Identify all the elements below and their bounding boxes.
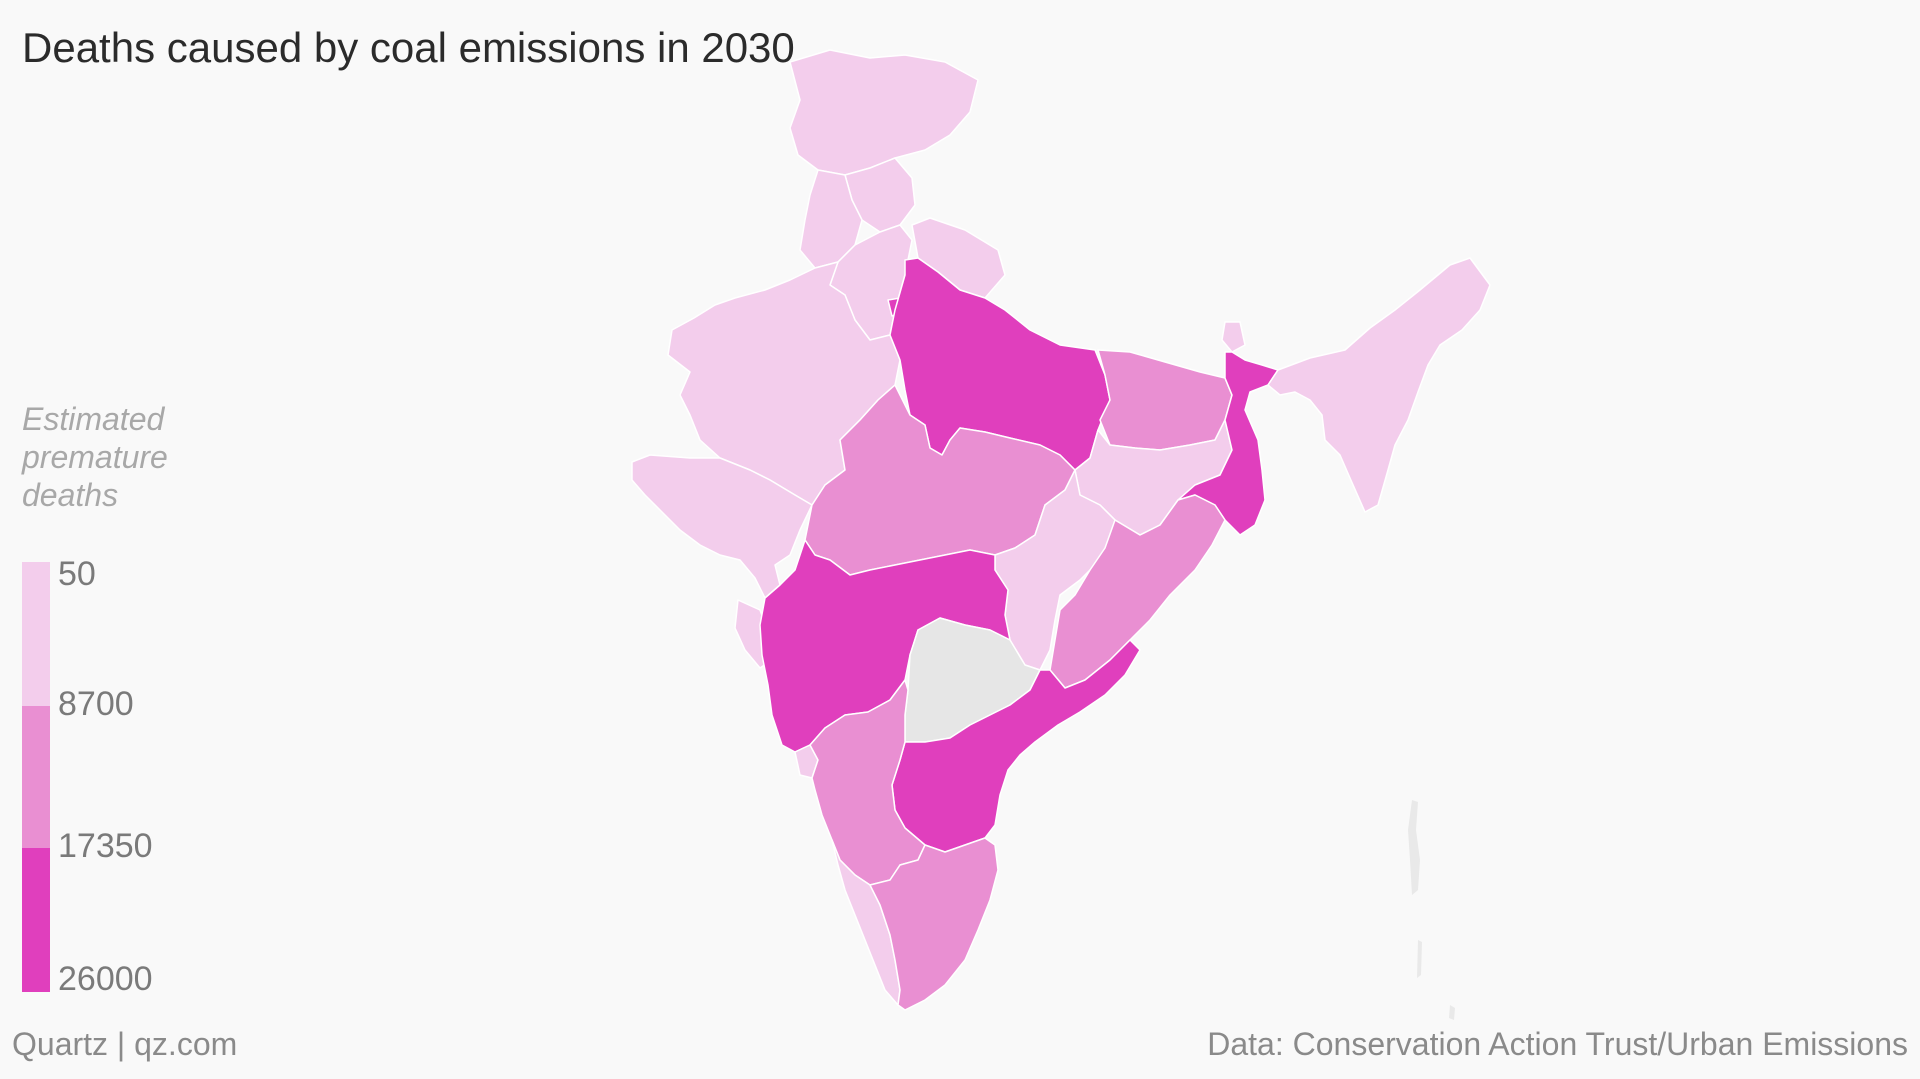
andaman-islands <box>1408 800 1455 1020</box>
region-andhra-pradesh <box>891 639 1141 853</box>
region-tamil-nadu <box>869 837 999 1011</box>
region-west-bengal <box>1177 351 1279 536</box>
legend-swatch-high <box>22 848 50 992</box>
legend-title-line: premature <box>22 439 168 475</box>
legend-swatch-mid <box>22 706 50 848</box>
legend-swatch-low <box>22 562 50 706</box>
legend-break-label: 50 <box>58 555 96 593</box>
region-karnataka <box>809 679 926 886</box>
chart-title: Deaths caused by coal emissions in 2030 <box>22 24 795 71</box>
legend-break-label: 17350 <box>58 827 153 865</box>
legend-break-label: 26000 <box>58 960 153 998</box>
region-odisha <box>1049 494 1226 689</box>
data-source: Data: Conservation Action Trust/Urban Em… <box>1207 1026 1908 1062</box>
legend-title-line: Estimated <box>22 401 165 437</box>
region-jammu-kashmir <box>789 49 979 176</box>
region-bihar <box>1097 349 1233 451</box>
legend-title-line: deaths <box>22 477 119 513</box>
region-sikkim <box>1221 321 1246 353</box>
region-northeast <box>1267 257 1491 513</box>
legend-break-label: 8700 <box>58 685 134 723</box>
legend-title: Estimated premature deaths <box>22 400 168 514</box>
brand-credit: Quartz | qz.com <box>12 1026 238 1062</box>
